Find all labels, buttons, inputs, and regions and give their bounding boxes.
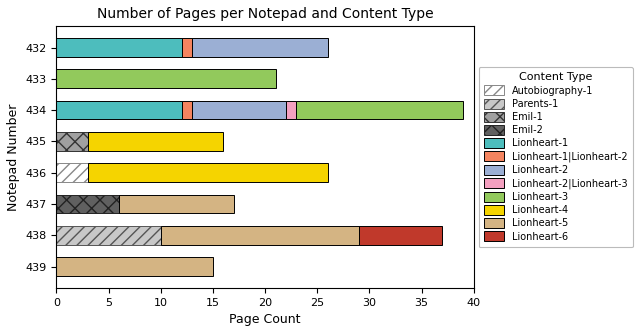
Bar <box>119 194 234 213</box>
Bar <box>56 163 88 182</box>
Bar <box>161 226 359 245</box>
Bar <box>88 163 328 182</box>
Bar <box>182 38 192 57</box>
Bar <box>182 101 192 120</box>
Bar <box>88 132 223 151</box>
Bar <box>56 132 88 151</box>
Bar <box>56 194 119 213</box>
Bar <box>192 101 286 120</box>
X-axis label: Page Count: Page Count <box>229 313 301 326</box>
Bar <box>359 226 442 245</box>
Bar <box>56 101 182 120</box>
Bar <box>56 257 213 276</box>
Legend: Autobiography-1, Parents-1, Emil-1, Emil-2, Lionheart-1, Lionheart-1|Lionheart-2: Autobiography-1, Parents-1, Emil-1, Emil… <box>479 67 633 247</box>
Bar <box>56 70 275 88</box>
Y-axis label: Notepad Number: Notepad Number <box>7 103 20 211</box>
Bar <box>286 101 296 120</box>
Bar <box>296 101 463 120</box>
Bar <box>56 226 161 245</box>
Title: Number of Pages per Notepad and Content Type: Number of Pages per Notepad and Content … <box>97 7 433 21</box>
Bar <box>56 38 182 57</box>
Bar <box>192 38 328 57</box>
